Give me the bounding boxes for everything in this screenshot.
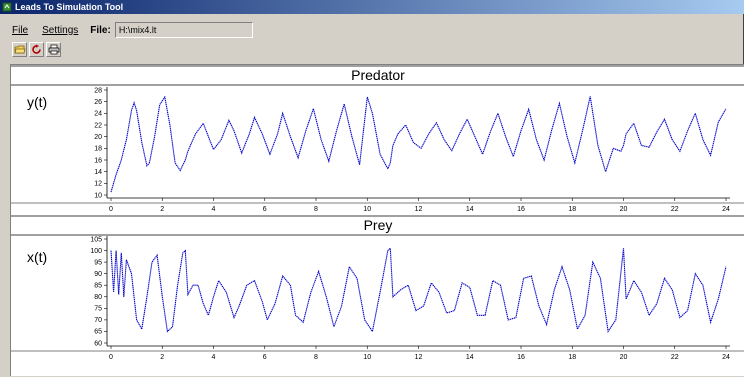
y-tick-label: 65	[94, 329, 102, 336]
y-axis-label: x(t)	[27, 249, 47, 265]
y-tick-label: 75	[94, 306, 102, 313]
menu-file-label: File	[12, 24, 29, 36]
x-tick-label: 8	[314, 354, 318, 361]
series-line	[110, 246, 727, 333]
x-tick-label: 4	[212, 206, 216, 213]
reload-icon	[31, 44, 41, 54]
menu-settings-label: Settings	[42, 24, 79, 36]
x-tick-label: 10	[363, 206, 371, 213]
x-tick-label: 16	[517, 206, 525, 213]
file-label: File:	[90, 24, 111, 36]
chart-title: Prey	[364, 217, 393, 233]
window-title: Leads To Simulation Tool	[15, 2, 124, 12]
x-tick-label: 2	[160, 354, 164, 361]
app-icon	[2, 2, 12, 12]
y-tick-label: 90	[94, 271, 102, 278]
title-bar[interactable]: Leads To Simulation Tool	[0, 0, 744, 14]
x-tick-label: 6	[263, 206, 267, 213]
menu-bar: File Settings File:	[0, 20, 253, 40]
y-tick-label: 105	[90, 236, 102, 243]
y-tick-label: 70	[94, 317, 102, 324]
y-tick-label: 26	[94, 99, 102, 106]
y-axis-label: y(t)	[27, 94, 47, 110]
x-tick-label: 18	[568, 354, 576, 361]
print-button[interactable]	[46, 42, 61, 57]
x-tick-label: 16	[517, 354, 525, 361]
y-tick-label: 22	[94, 122, 102, 129]
x-tick-label: 10	[363, 354, 371, 361]
x-tick-label: 12	[415, 206, 423, 213]
open-folder-icon	[13, 45, 26, 54]
printer-icon	[48, 44, 59, 55]
menu-file[interactable]: File	[10, 25, 30, 36]
y-tick-label: 12	[94, 181, 102, 188]
open-button[interactable]	[12, 42, 27, 57]
y-tick-label: 60	[94, 340, 102, 347]
x-tick-label: 0	[109, 206, 113, 213]
chart-title: Predator	[351, 67, 405, 83]
x-tick-label: 24	[722, 206, 730, 213]
y-tick-label: 28	[94, 87, 102, 94]
y-tick-label: 10	[94, 192, 102, 199]
x-tick-label: 22	[671, 206, 679, 213]
y-tick-label: 16	[94, 157, 102, 164]
x-tick-label: 2	[160, 206, 164, 213]
plot-area: Predator y(t) 10 12 14 16 18 20 22 24 26 28 0 2 4 6 8 10 1…	[10, 64, 744, 376]
x-tick-label: 0	[109, 354, 113, 361]
x-tick-label: 4	[212, 354, 216, 361]
y-tick-label: 20	[94, 134, 102, 141]
y-tick-label: 95	[94, 259, 102, 266]
series-line	[110, 95, 727, 193]
x-tick-label: 22	[671, 354, 679, 361]
x-tick-label: 20	[620, 354, 628, 361]
y-tick-label: 18	[94, 146, 102, 153]
x-tick-label: 14	[466, 354, 474, 361]
file-path-field[interactable]	[114, 22, 253, 38]
reload-button[interactable]	[29, 42, 44, 57]
y-tick-label: 24	[94, 111, 102, 118]
x-tick-label: 6	[263, 354, 267, 361]
x-tick-label: 12	[415, 354, 423, 361]
x-tick-label: 24	[722, 354, 730, 361]
toolbar	[12, 42, 61, 58]
y-tick-label: 85	[94, 283, 102, 290]
y-tick-label: 100	[90, 248, 102, 255]
x-tick-label: 8	[314, 206, 318, 213]
x-tick-label: 18	[568, 206, 576, 213]
y-tick-label: 80	[94, 294, 102, 301]
x-tick-label: 20	[620, 206, 628, 213]
y-tick-label: 14	[94, 169, 102, 176]
menu-settings[interactable]: Settings	[40, 25, 80, 36]
x-tick-label: 14	[466, 206, 474, 213]
